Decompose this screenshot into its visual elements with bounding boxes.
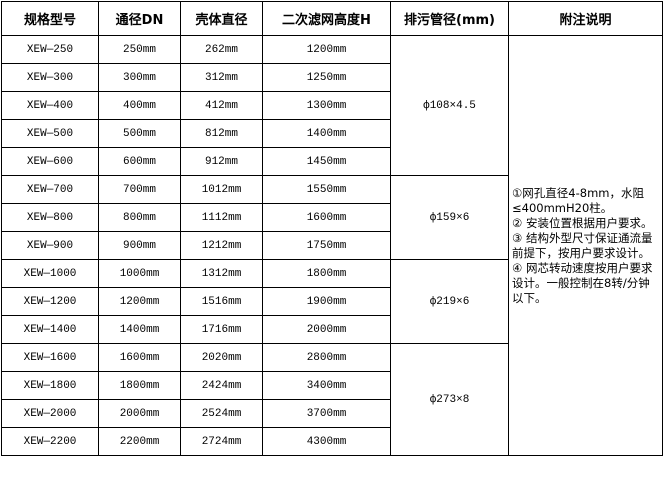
table-row: XEW—2000 2000mm 2524mm 3700mm [1,399,663,428]
table-cell: 2524mm [180,399,263,428]
table-cell: 2200mm [98,427,181,456]
table-cell: XEW—800 [1,203,99,232]
table-cell: 1400mm [98,315,181,344]
table-cell: 1200mm [262,35,391,64]
table-cell: 1800mm [98,371,181,400]
table-cell: 1112mm [180,203,263,232]
table-cell: XEW—1200 [1,287,99,316]
table-cell: 250mm [98,35,181,64]
table-cell: 3400mm [262,371,391,400]
table-cell: 912mm [180,147,263,176]
table-cell: 1012mm [180,175,263,204]
table-cell: XEW—300 [1,63,99,92]
note-item: ④ 网芯转动速度按用户要求设计。一般控制在8转/分钟以下。 [512,260,653,305]
column-header: 规格型号 [1,1,99,36]
table-cell: 700mm [98,175,181,204]
column-header: 通径DN [98,1,181,36]
table-cell: XEW—900 [1,231,99,260]
table-cell: 1600mm [98,343,181,372]
table-cell: 1300mm [262,91,391,120]
drain-diameter-cell: ф159×6 [390,175,509,260]
table-cell: XEW—500 [1,119,99,148]
table-cell: 2724mm [180,427,263,456]
table-cell: 1450mm [262,147,391,176]
spec-table: 规格型号 通径DN 壳体直径 二次滤网高度H 排污管径(mm) 附注说明 XEW—250 2… [1,1,663,456]
table-cell: 1550mm [262,175,391,204]
table-cell: 300mm [98,63,181,92]
table-row: XEW—700 700mm 1012mm 1550mm ф159×6 [1,175,663,260]
table-cell: XEW—1400 [1,315,99,344]
table-cell: XEW—2200 [1,427,99,456]
table-cell: 262mm [180,35,263,64]
table-cell: 600mm [98,147,181,176]
column-header: 排污管径(mm) [390,1,509,36]
table-cell: 1716mm [180,315,263,344]
table-cell: 1200mm [98,287,181,316]
table-cell: 812mm [180,119,263,148]
table-cell: 900mm [98,231,181,260]
table-cell: 500mm [98,119,181,148]
table-cell: 1750mm [262,231,391,260]
table-cell: XEW—400 [1,91,99,120]
drain-diameter-cell: ф273×8 [390,343,509,456]
table-row: XEW—1000 1000mm 1312mm 1800mm ф219×6 [1,259,663,344]
table-cell: 1312mm [180,259,263,288]
note-item: ② 安装位置根据用户要求。 [512,215,653,230]
table-cell: 2000mm [98,399,181,428]
notes-cell: ①网孔直径4-8mm，水阻≤400mmH20柱。 ② 安装位置根据用户要求。 ③ 结… [508,35,663,456]
header-row: 规格型号 通径DN 壳体直径 二次滤网高度H 排污管径(mm) 附注说明 [1,1,663,36]
table-cell: 1600mm [262,203,391,232]
note-item: ③ 结构外型尺寸保证通流量前提下，按用户要求设计。 [512,230,653,260]
table-row: XEW—400 400mm 412mm 1300mm [1,91,663,120]
table-row: XEW—250 250mm 262mm 1200mm ф108×4.5 ①网孔直径4-8m… [1,35,663,456]
column-header: 二次滤网高度H [262,1,391,36]
table-row: XEW—1600 1600mm 2020mm 2800mm ф273×8 [1,343,663,456]
table-cell: 2000mm [262,315,391,344]
table-cell: XEW—250 [1,35,99,64]
column-header: 壳体直径 [180,1,263,36]
table-cell: XEW—700 [1,175,99,204]
table-cell: XEW—600 [1,147,99,176]
table-cell: 1900mm [262,287,391,316]
table-cell: 2424mm [180,371,263,400]
table-cell: XEW—2000 [1,399,99,428]
table-cell: XEW—1600 [1,343,99,372]
table-cell: 1212mm [180,231,263,260]
table-row: XEW—300 300mm 312mm 1250mm [1,63,663,92]
table-row: XEW—500 500mm 812mm 1400mm [1,119,663,148]
table-cell: 800mm [98,203,181,232]
note-item: ①网孔直径4-8mm，水阻≤400mmH20柱。 [512,185,644,215]
table-cell: 1516mm [180,287,263,316]
table-row: XEW—600 600mm 912mm 1450mm [1,147,663,176]
table-cell: 2020mm [180,343,263,372]
table-cell: 312mm [180,63,263,92]
column-header: 附注说明 [508,1,663,36]
table-cell: 412mm [180,91,263,120]
table-cell: XEW—1800 [1,371,99,400]
drain-diameter-cell: ф219×6 [390,259,509,344]
table-cell: 2800mm [262,343,391,372]
table-cell: 1800mm [262,259,391,288]
table-cell: XEW—1000 [1,259,99,288]
table-cell: 4300mm [262,427,391,456]
table-cell: 3700mm [262,399,391,428]
table-row: XEW—1800 1800mm 2424mm 3400mm [1,371,663,400]
table-row: XEW—2200 2200mm 2724mm 4300mm [1,427,663,456]
table-cell: 1000mm [98,259,181,288]
table-row: XEW—900 900mm 1212mm 1750mm [1,231,663,260]
drain-diameter-cell: ф108×4.5 [390,35,509,176]
table-cell: 400mm [98,91,181,120]
table-row: XEW—800 800mm 1112mm 1600mm [1,203,663,232]
table-cell: 1400mm [262,119,391,148]
table-cell: 1250mm [262,63,391,92]
